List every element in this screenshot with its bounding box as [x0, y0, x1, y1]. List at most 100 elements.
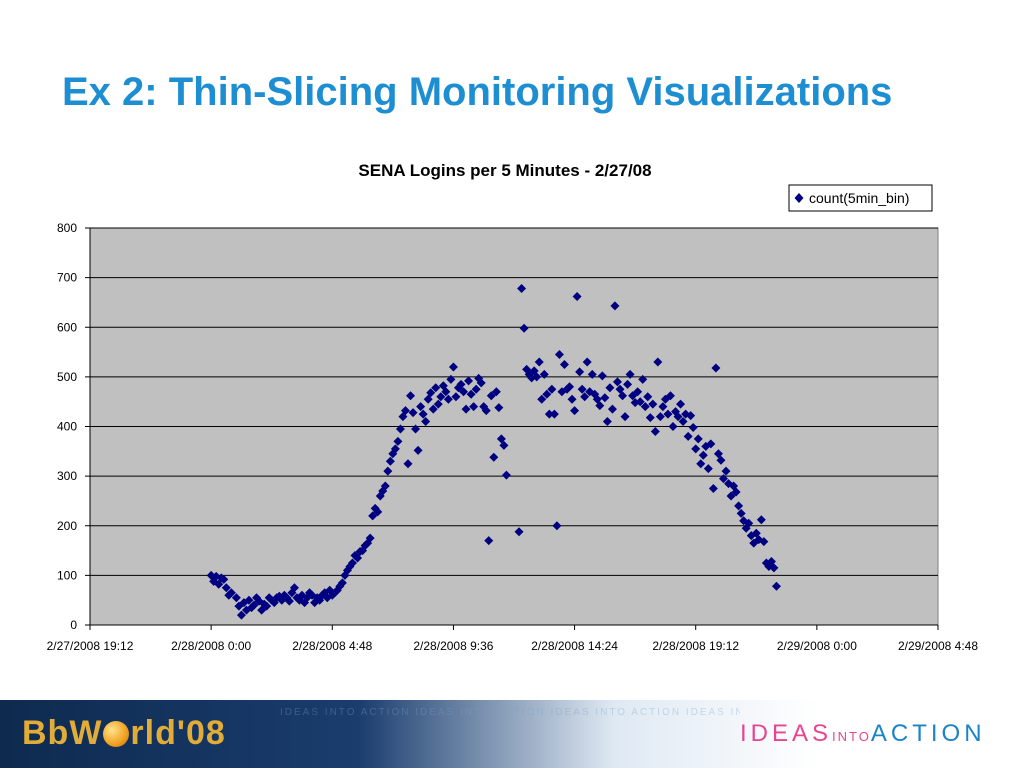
- data-point: [451, 392, 461, 402]
- data-point: [393, 436, 403, 446]
- scatter-chart: SENA Logins per 5 Minutes - 2/27/08 0 100…: [47, 161, 979, 653]
- data-point: [645, 413, 655, 423]
- y-tick-label: 500: [57, 370, 77, 384]
- y-tick-label: 600: [57, 320, 77, 334]
- data-point: [633, 387, 643, 397]
- logo-text-start: BbW: [22, 714, 103, 752]
- data-point: [640, 402, 650, 412]
- data-point: [390, 444, 400, 454]
- data-point: [734, 501, 744, 511]
- legend-marker-icon: [794, 193, 804, 203]
- x-tick-label: 2/28/2008 4:48: [292, 639, 372, 653]
- y-tick-label: 0: [70, 618, 77, 632]
- data-point: [653, 357, 663, 367]
- data-point: [663, 409, 673, 419]
- data-point: [655, 412, 665, 422]
- globe-icon: [103, 721, 130, 747]
- data-point: [347, 558, 357, 568]
- data-point: [461, 404, 471, 414]
- data-point: [471, 384, 481, 394]
- data-point: [486, 391, 496, 401]
- chart-title: SENA Logins per 5 Minutes - 2/27/08: [358, 161, 651, 180]
- data-point: [718, 474, 728, 484]
- data-point: [650, 426, 660, 436]
- legend-label: count(5min_bin): [809, 190, 909, 206]
- data-point: [262, 601, 272, 611]
- data-point: [368, 511, 378, 521]
- data-point: [597, 371, 607, 381]
- data-point: [658, 402, 668, 412]
- tagline-ideas: IDEAS: [740, 720, 833, 747]
- data-point: [726, 491, 736, 501]
- data-point: [231, 593, 241, 603]
- data-point: [383, 466, 393, 476]
- data-point: [289, 583, 299, 593]
- data-point: [600, 393, 610, 403]
- x-tick-label: 2/28/2008 9:36: [413, 639, 493, 653]
- gridlines: [85, 227, 939, 630]
- data-point: [499, 440, 509, 450]
- data-point: [448, 362, 458, 372]
- data-point: [489, 452, 499, 462]
- data-point: [612, 377, 622, 387]
- data-point: [691, 444, 701, 454]
- x-tick-label: 2/29/2008 0:00: [777, 639, 857, 653]
- data-point: [547, 384, 557, 394]
- data-point: [696, 459, 706, 469]
- data-point: [411, 424, 421, 434]
- data-point: [676, 399, 686, 409]
- data-point: [623, 379, 633, 389]
- data-point: [567, 394, 577, 404]
- y-tick-label: 100: [57, 568, 77, 582]
- data-point: [539, 369, 549, 379]
- footer-banner: IDEAS INTO ACTION IDEAS INTO ACTION IDEA…: [0, 700, 1024, 768]
- data-point: [443, 394, 453, 404]
- y-tick-label: 400: [57, 420, 77, 434]
- data-point: [484, 536, 494, 546]
- data-point: [618, 391, 628, 401]
- data-point: [731, 487, 741, 497]
- legend-box: [788, 184, 933, 212]
- data-point: [577, 384, 587, 394]
- data-point: [554, 350, 564, 360]
- data-point: [638, 374, 648, 384]
- data-point: [491, 387, 501, 397]
- data-point: [514, 527, 524, 537]
- ideas-into-action-tagline: IDEASINTOACTION: [740, 720, 986, 748]
- data-point: [582, 357, 592, 367]
- data-point: [706, 439, 716, 449]
- data-point: [426, 388, 436, 398]
- data-point: [481, 406, 491, 416]
- x-tick-label: 2/28/2008 14:24: [531, 639, 618, 653]
- data-point: [466, 389, 476, 399]
- data-point: [648, 399, 658, 409]
- data-point: [421, 417, 431, 427]
- data-point: [459, 387, 469, 397]
- bbworld-logo: BbW rld'08: [22, 714, 226, 753]
- data-point: [236, 610, 246, 620]
- data-point: [698, 450, 708, 460]
- data-points: [206, 284, 781, 620]
- x-tick-label: 2/28/2008 0:00: [171, 639, 251, 653]
- data-point: [380, 481, 390, 491]
- data-point: [610, 301, 620, 311]
- data-point: [756, 515, 766, 525]
- data-point: [736, 508, 746, 518]
- data-point: [688, 422, 698, 432]
- data-point: [284, 596, 294, 606]
- data-point: [226, 588, 236, 598]
- data-point: [537, 394, 547, 404]
- data-point: [221, 583, 231, 593]
- x-tick-label: 2/29/2008 4:48: [898, 639, 978, 653]
- data-point: [244, 595, 254, 605]
- data-point: [628, 391, 638, 401]
- legend: count(5min_bin): [788, 184, 933, 212]
- data-point: [534, 357, 544, 367]
- y-axis-tick-labels: 0 100 200 300 400 500 600 700 800: [57, 221, 77, 632]
- data-point: [365, 533, 375, 543]
- data-point: [678, 417, 688, 427]
- data-point: [249, 600, 259, 610]
- data-point: [532, 372, 542, 382]
- data-point: [575, 367, 585, 377]
- data-point: [549, 409, 559, 419]
